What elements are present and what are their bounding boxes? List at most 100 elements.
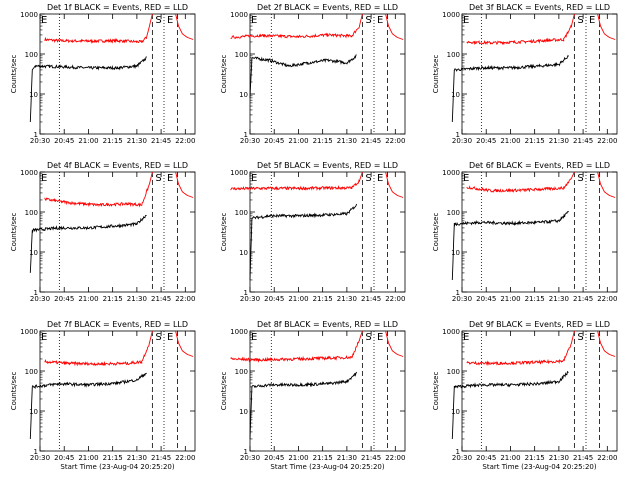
marker-label: S — [365, 173, 371, 184]
events-rate-line — [29, 56, 147, 123]
marker-label: S — [155, 173, 161, 184]
y-tick-label: 10 — [29, 91, 38, 99]
y-tick-label: 10 — [239, 408, 248, 416]
plot-frame — [39, 13, 196, 135]
marker-label: E — [589, 15, 595, 26]
x-tick-label: 22:00 — [597, 137, 617, 145]
lld-rate-line — [44, 13, 153, 44]
y-tick-label: 10 — [451, 408, 460, 416]
marker-label: E — [589, 173, 595, 184]
x-tick-label: 21:30 — [337, 137, 357, 145]
y-tick-label: 10 — [451, 249, 460, 257]
events-rate-line — [249, 203, 358, 281]
panel-title: Det 2f BLACK = Events, RED = LLD — [257, 3, 398, 12]
plot-frame — [39, 330, 196, 452]
plot-frame — [461, 13, 618, 135]
y-tick-label: 100 — [235, 368, 248, 376]
x-tick-label: 21:30 — [127, 137, 147, 145]
panel-det-8: Det 8f BLACK = Events, RED = LLD 1 10 100 10… — [220, 320, 405, 471]
marker-label: S — [155, 15, 161, 26]
marker-label: E — [377, 15, 383, 26]
marker-label: E — [377, 173, 383, 184]
x-tick-label: 22:00 — [175, 137, 195, 145]
x-tick-label: 21:30 — [337, 295, 357, 303]
x-tick-label: 21:00 — [500, 454, 520, 462]
plot-frame — [249, 171, 406, 293]
x-tick-label: 22:00 — [175, 454, 195, 462]
events-rate-line — [451, 54, 569, 123]
marker-label: E — [41, 173, 47, 184]
x-tick-label: 20:45 — [54, 295, 74, 303]
x-tick-label: 21:45 — [361, 137, 381, 145]
x-tick-label: 21:15 — [313, 137, 333, 145]
lld-rate-line-tail — [597, 171, 616, 198]
x-tick-label: 20:45 — [264, 454, 284, 462]
y-tick-label: 1000 — [442, 328, 460, 336]
y-tick-label: 100 — [25, 209, 38, 217]
x-axis-label: Start Time (23-Aug-04 20:25:20) — [60, 463, 174, 471]
x-tick-label: 20:30 — [30, 295, 50, 303]
events-rate-line — [451, 370, 569, 440]
x-tick-label: 22:00 — [175, 295, 195, 303]
x-tick-label: 20:30 — [30, 137, 50, 145]
y-tick-label: 1 — [34, 448, 38, 456]
x-tick-label: 21:30 — [549, 295, 569, 303]
x-axis-label: Start Time (23-Aug-04 20:25:20) — [482, 463, 596, 471]
y-axis-label: Counts/sec — [220, 213, 228, 252]
marker-label: S — [577, 173, 583, 184]
events-rate-line — [249, 371, 358, 440]
y-tick-label: 100 — [25, 368, 38, 376]
y-tick-label: 1 — [244, 131, 248, 139]
y-axis-label: Counts/sec — [432, 372, 440, 411]
plot-frame — [249, 330, 406, 452]
panel-det-7: Det 7f BLACK = Events, RED = LLD 1 10 100 10… — [10, 320, 195, 471]
x-tick-label: 21:30 — [549, 137, 569, 145]
x-tick-label: 21:00 — [78, 137, 98, 145]
x-tick-label: 21:15 — [103, 137, 123, 145]
panel-det-2: Det 2f BLACK = Events, RED = LLD 1 10 100 10… — [220, 3, 405, 145]
panel-title: Det 8f BLACK = Events, RED = LLD — [257, 320, 398, 329]
marker-label: E — [251, 173, 257, 184]
x-tick-label: 22:00 — [385, 454, 405, 462]
panel-det-6: Det 6f BLACK = Events, RED = LLD 1 10 100 10… — [432, 161, 617, 303]
x-tick-label: 21:45 — [573, 295, 593, 303]
x-tick-label: 21:30 — [549, 454, 569, 462]
lld-rate-line — [44, 330, 153, 367]
x-tick-label: 21:45 — [151, 137, 171, 145]
marker-label: E — [167, 173, 173, 184]
panel-title: Det 3f BLACK = Events, RED = LLD — [469, 3, 610, 12]
panel-title: Det 7f BLACK = Events, RED = LLD — [47, 320, 188, 329]
marker-label: E — [167, 332, 173, 343]
lld-rate-line-tail — [385, 330, 404, 357]
x-tick-label: 21:30 — [127, 454, 147, 462]
y-axis-label: Counts/sec — [10, 55, 18, 94]
panel-det-9: Det 9f BLACK = Events, RED = LLD 1 10 100 10… — [432, 320, 617, 471]
x-tick-label: 20:45 — [264, 137, 284, 145]
panel-title: Det 5f BLACK = Events, RED = LLD — [257, 161, 398, 170]
plot-frame — [39, 171, 196, 293]
events-rate-line — [451, 210, 569, 281]
y-tick-label: 1 — [456, 448, 460, 456]
x-tick-label: 21:15 — [103, 295, 123, 303]
y-tick-label: 100 — [447, 368, 460, 376]
x-axis-label: Start Time (23-Aug-04 20:25:20) — [270, 463, 384, 471]
y-axis-label: Counts/sec — [432, 213, 440, 252]
x-tick-label: 21:00 — [500, 137, 520, 145]
lld-rate-line — [466, 330, 575, 367]
x-tick-label: 20:45 — [264, 295, 284, 303]
y-tick-label: 1 — [456, 289, 460, 297]
x-tick-label: 21:45 — [151, 454, 171, 462]
plot-frame — [461, 171, 618, 293]
y-tick-label: 10 — [451, 91, 460, 99]
panel-title: Det 4f BLACK = Events, RED = LLD — [47, 161, 188, 170]
x-tick-label: 21:15 — [525, 454, 545, 462]
x-tick-label: 21:15 — [525, 137, 545, 145]
y-tick-label: 1 — [456, 131, 460, 139]
events-rate-line — [29, 214, 147, 273]
panel-det-1: Det 1f BLACK = Events, RED = LLD 1 10 100 10… — [10, 3, 195, 145]
events-rate-line — [249, 54, 357, 98]
x-tick-label: 20:45 — [54, 137, 74, 145]
lld-rate-line-tail — [175, 13, 194, 40]
x-tick-label: 21:00 — [78, 295, 98, 303]
x-tick-label: 20:30 — [452, 454, 472, 462]
